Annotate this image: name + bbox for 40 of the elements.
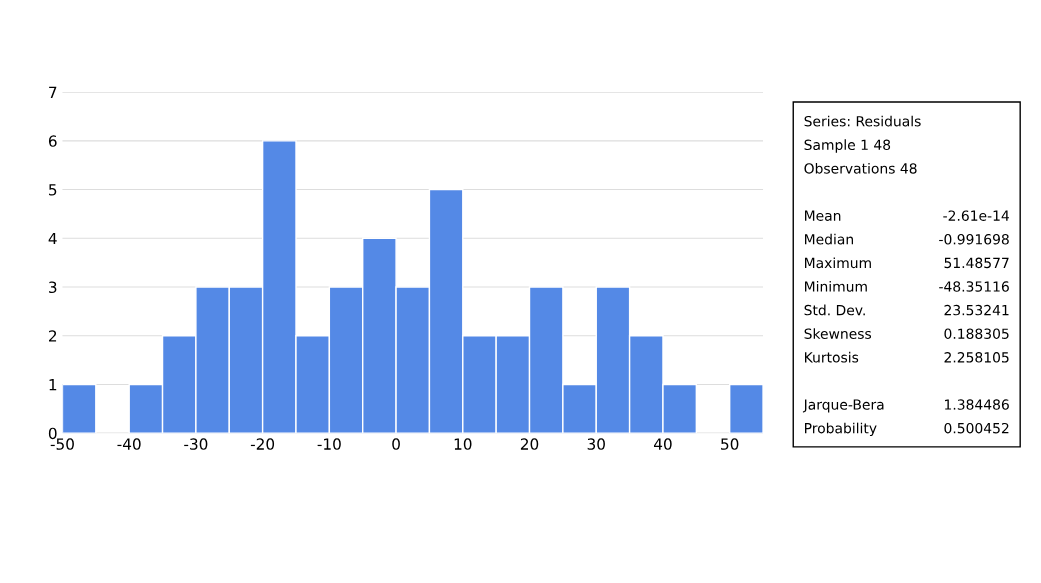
text: -2.61e-14 bbox=[943, 210, 1009, 221]
text: 2.258105 bbox=[944, 352, 1009, 363]
x-tick-label: 20 bbox=[520, 438, 539, 450]
text: Jarque-Bera bbox=[802, 399, 884, 413]
x-tick-label: -50 bbox=[50, 438, 74, 450]
text: Median bbox=[805, 233, 853, 245]
x-tick-label: -40 bbox=[117, 438, 141, 450]
y-tick-label: 6 bbox=[48, 135, 57, 147]
text: 23.53241 bbox=[944, 304, 1009, 316]
text: Skewness bbox=[804, 328, 872, 339]
y-tick-label: 7 bbox=[49, 86, 57, 98]
text: Kurtosis bbox=[805, 351, 859, 363]
y-tick-label: 2 bbox=[49, 330, 57, 342]
text: -0.991698 bbox=[939, 234, 1009, 245]
y-tick-label: 4 bbox=[48, 232, 57, 245]
text: Mean bbox=[805, 210, 841, 221]
x-tick-label: 50 bbox=[721, 438, 739, 450]
text: 1.384486 bbox=[945, 399, 1009, 410]
text: Minimum bbox=[805, 280, 867, 292]
text: 0.188305 bbox=[944, 328, 1009, 339]
x-tick-label: 0 bbox=[392, 438, 400, 450]
x-tick-label: 40 bbox=[653, 438, 672, 450]
x-tick-label: -30 bbox=[184, 438, 208, 450]
text: Observations 48 bbox=[804, 162, 917, 174]
text: 51.48577 bbox=[944, 257, 1009, 269]
y-tick-label: 5 bbox=[49, 184, 57, 196]
text: 0.500452 bbox=[944, 422, 1009, 434]
x-tick-label: 30 bbox=[587, 438, 605, 450]
text: Std. Dev. bbox=[804, 304, 865, 316]
text: Series: Residuals bbox=[804, 115, 921, 127]
y-tick-label: 0 bbox=[48, 427, 57, 440]
x-tick-label: 10 bbox=[454, 438, 472, 450]
y-tick-label: 3 bbox=[49, 281, 57, 294]
text: -48.35116 bbox=[939, 281, 1009, 292]
text: Maximum bbox=[805, 257, 871, 269]
text: Sample 1 48 bbox=[804, 139, 891, 153]
x-tick-label: -10 bbox=[317, 438, 341, 450]
text: Probability bbox=[805, 422, 877, 437]
x-tick-label: -20 bbox=[250, 438, 275, 450]
y-tick-label: 1 bbox=[49, 379, 57, 391]
